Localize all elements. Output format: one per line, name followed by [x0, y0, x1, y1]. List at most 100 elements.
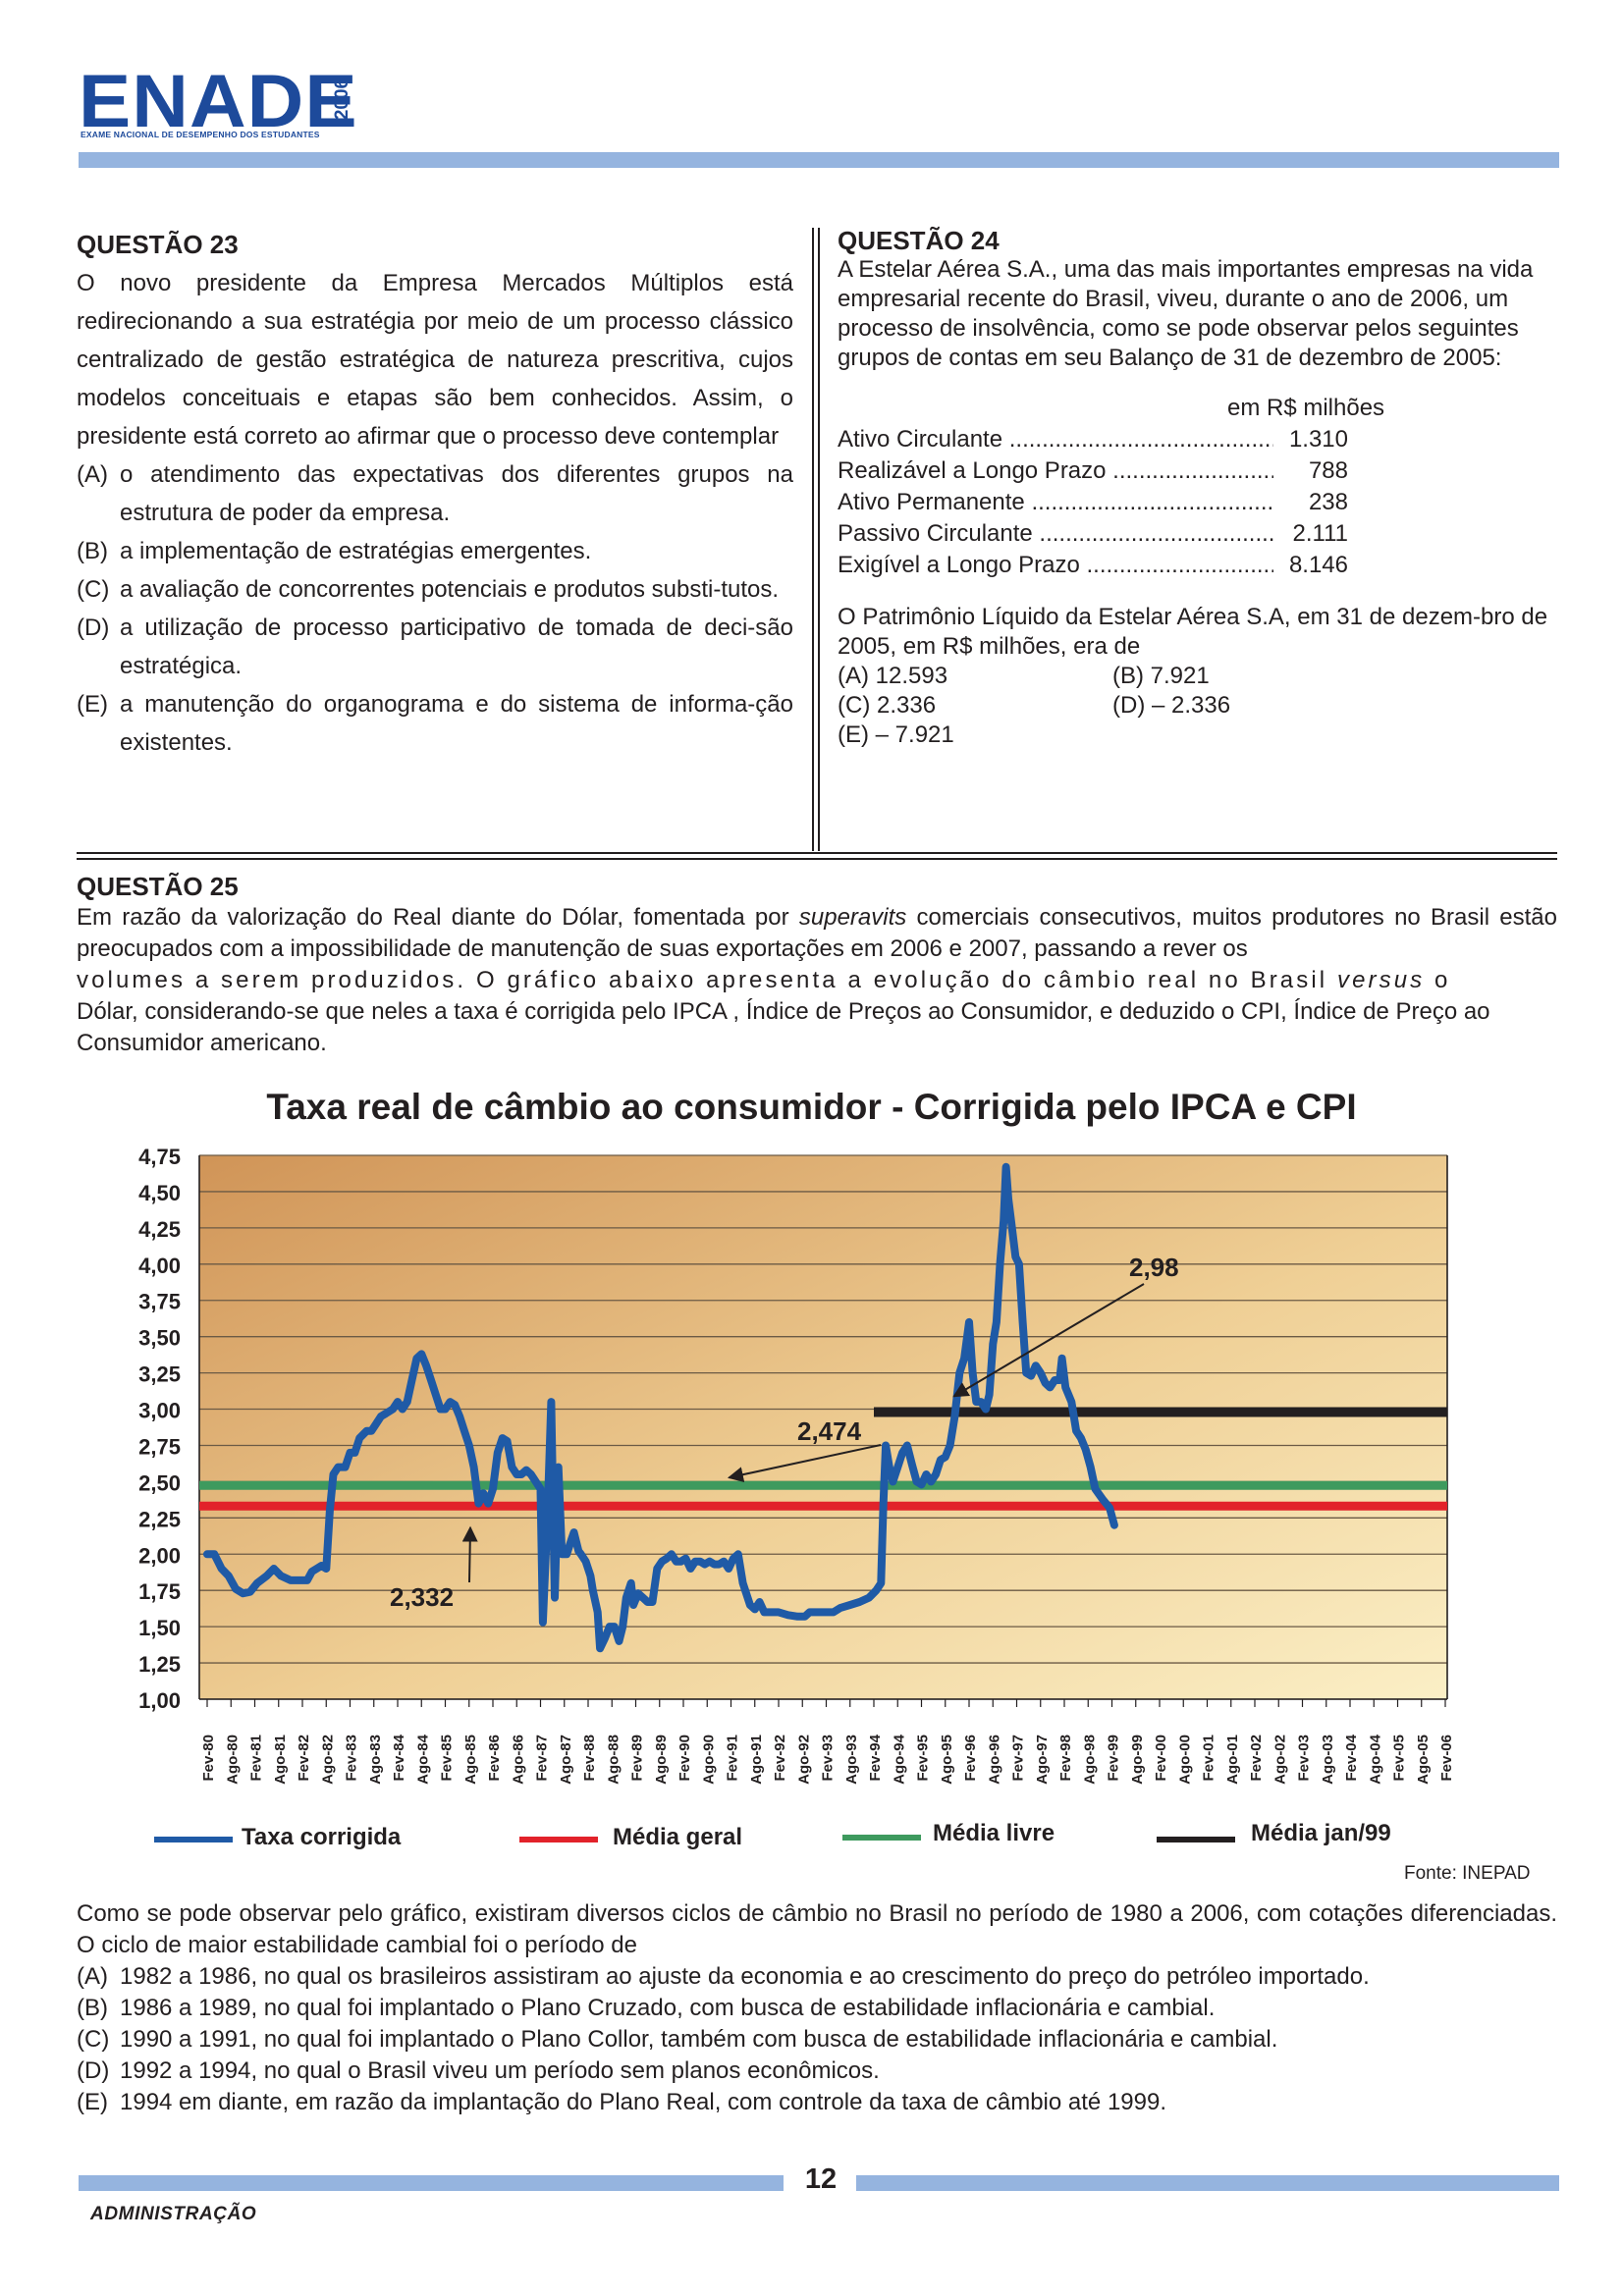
- option-e[interactable]: (E) a manutenção do organograma e do sist…: [77, 691, 793, 756]
- option-b[interactable]: (B) 1986 a 1989, no qual foi implantado o…: [77, 1995, 1216, 2021]
- x-tick-label: Ago-00: [1176, 1735, 1193, 1785]
- header-bar: [79, 152, 1559, 168]
- x-tick-label: Fev-88: [581, 1735, 598, 1782]
- answer-row[interactable]: (A) 12.593 (B) 7.921: [838, 663, 1210, 689]
- option-e[interactable]: (E) 1994 em diante, em razão da implantaç…: [77, 2089, 1166, 2115]
- answer-row[interactable]: (E) – 7.921: [838, 721, 954, 748]
- x-tick-label: Ago-80: [224, 1735, 241, 1785]
- x-tick-label: Fev-93: [820, 1735, 837, 1782]
- balance-row: Realizável a Longo Prazo ...............…: [838, 457, 1348, 484]
- x-tick-label: Ago-83: [367, 1735, 384, 1785]
- x-tick-label: Ago-96: [986, 1735, 1002, 1785]
- x-tick-label: Ago-02: [1271, 1735, 1288, 1785]
- y-tick-label: 2,25: [138, 1507, 181, 1531]
- annotation-label: 2,98: [1129, 1253, 1179, 1282]
- y-tick-label: 4,00: [138, 1254, 181, 1278]
- x-tick-label: Fev-86: [486, 1735, 503, 1782]
- y-tick-label: 2,50: [138, 1470, 181, 1495]
- logo-text: ENADE: [79, 60, 358, 143]
- x-tick-label: Fev-89: [629, 1735, 646, 1782]
- x-tick-label: Ago-85: [462, 1735, 479, 1785]
- x-tick-label: Fev-82: [296, 1735, 312, 1782]
- y-tick-label: 3,25: [138, 1362, 181, 1387]
- x-tick-label: Fev-02: [1248, 1735, 1265, 1782]
- y-tick-label: 1,00: [138, 1688, 181, 1713]
- x-tick-label: Ago-88: [605, 1735, 622, 1785]
- x-tick-label: Fev-83: [344, 1735, 360, 1782]
- question-23-title: QUESTÃO 23: [77, 230, 239, 259]
- option-d[interactable]: (D) a utilização de processo participativ…: [77, 614, 793, 679]
- annotation-arrow: [727, 1444, 882, 1483]
- y-tick-label: 1,75: [138, 1579, 181, 1604]
- x-tick-label: Fev-06: [1438, 1735, 1455, 1782]
- option-d[interactable]: (D) 1992 a 1994, no qual o Brasil viveu u…: [77, 2057, 880, 2084]
- question-24: QUESTÃO 24 A Estelar Aérea S.A., uma das…: [838, 226, 1554, 750]
- chart-source: Fonte: INEPAD: [1404, 1863, 1531, 1884]
- option-a[interactable]: (A) 1982 a 1986, no qual os brasileiros a…: [77, 1963, 1370, 1990]
- x-tick-label: Fev-01: [1201, 1735, 1217, 1782]
- unit-label: em R$ milhões: [1227, 395, 1385, 421]
- legend-label: Média jan/99: [1251, 1820, 1391, 1846]
- question-25-intro: Em razão da valorização do Real diante d…: [77, 904, 1557, 962]
- y-tick-label: 1,50: [138, 1616, 181, 1640]
- question-25: QUESTÃO 25 Em razão da valorização do Re…: [77, 871, 1557, 1059]
- x-tick-label: Fev-84: [391, 1734, 407, 1781]
- annotation-arrow: [461, 1525, 478, 1583]
- x-tick-label: Ago-93: [843, 1735, 860, 1785]
- legend-swatch-media-livre: [842, 1835, 921, 1841]
- x-tick-label: Fev-95: [915, 1735, 932, 1782]
- question-23: QUESTÃO 23 O novo presidente da Empresa …: [77, 226, 793, 762]
- x-tick-label: Fev-00: [1153, 1735, 1169, 1782]
- section-divider: [77, 852, 1557, 854]
- x-tick-label: Ago-03: [1320, 1735, 1336, 1785]
- question-23-stem: O novo presidente da Empresa Mercados Mú…: [77, 270, 793, 450]
- x-tick-label: Ago-91: [748, 1735, 765, 1785]
- question-25-prompt: Como se pode observar pelo gráfico, exis…: [77, 1900, 1557, 1958]
- question-24-prompt: O Patrimônio Líquido da Estelar Aérea S.…: [838, 604, 1548, 660]
- x-tick-label: Fev-85: [439, 1735, 456, 1782]
- y-tick-label: 2,75: [138, 1434, 181, 1459]
- question-25-title: QUESTÃO 25: [77, 872, 239, 901]
- y-tick-label: 1,25: [138, 1652, 181, 1677]
- x-tick-label: Fev-87: [534, 1735, 551, 1782]
- x-tick-label: Ago-99: [1129, 1735, 1146, 1785]
- balance-row: Passivo Circulante .....................…: [838, 520, 1348, 547]
- legend-label: Taxa corrigida: [242, 1824, 402, 1850]
- y-tick-label: 4,25: [138, 1217, 181, 1242]
- x-tick-label: Ago-90: [700, 1735, 717, 1785]
- x-tick-label: Fev-90: [676, 1735, 693, 1782]
- x-tick-label: Fev-80: [200, 1735, 217, 1782]
- answer-row[interactable]: (C) 2.336 (D) – 2.336: [838, 692, 1231, 719]
- x-tick-label: Ago-95: [939, 1735, 955, 1785]
- option-c[interactable]: (C) a avaliação de concorrentes potenciai…: [77, 576, 780, 603]
- x-tick-label: Fev-03: [1296, 1735, 1313, 1782]
- section-divider: [77, 858, 1557, 860]
- x-tick-label: Ago-98: [1081, 1735, 1098, 1785]
- column-divider: [812, 228, 814, 851]
- option-a[interactable]: (A) o atendimento das expectativas dos di…: [77, 461, 793, 526]
- chart-title: Taxa real de câmbio ao consumidor - Corr…: [266, 1087, 1357, 1127]
- legend-swatch-media-geral: [519, 1837, 598, 1842]
- enade-logo: ENADE 2006 EXAME NACIONAL DE DESEMPENHO …: [79, 65, 357, 140]
- x-tick-label: Ago-94: [891, 1734, 907, 1784]
- chart-legend: Taxa corrigida Média geral Média livre M…: [0, 1820, 1623, 1853]
- x-tick-label: Fev-96: [962, 1735, 979, 1782]
- x-tick-label: Fev-05: [1391, 1735, 1408, 1782]
- taxa-corrigida-line: [203, 1162, 1118, 1653]
- page-number: 12: [804, 2163, 838, 2195]
- annotation-label: 2,474: [797, 1416, 862, 1446]
- column-divider: [818, 228, 820, 851]
- x-tick-label: Ago-97: [1034, 1735, 1051, 1785]
- option-b[interactable]: (B) a implementação de estratégias emerge…: [77, 538, 592, 564]
- x-tick-label: Ago-05: [1415, 1735, 1432, 1785]
- x-tick-label: Fev-81: [248, 1735, 265, 1782]
- footer-bar: [79, 2175, 784, 2191]
- x-tick-label: Fev-92: [772, 1735, 788, 1782]
- x-tick-label: Ago-89: [653, 1735, 670, 1785]
- x-tick-label: Fev-94: [867, 1734, 884, 1781]
- question-25-intro-end: Dólar, considerando-se que neles a taxa …: [77, 998, 1490, 1056]
- y-tick-label: 2,00: [138, 1543, 181, 1568]
- legend-swatch-taxa: [154, 1837, 233, 1842]
- option-c[interactable]: (C) 1990 a 1991, no qual foi implantado o…: [77, 2026, 1278, 2053]
